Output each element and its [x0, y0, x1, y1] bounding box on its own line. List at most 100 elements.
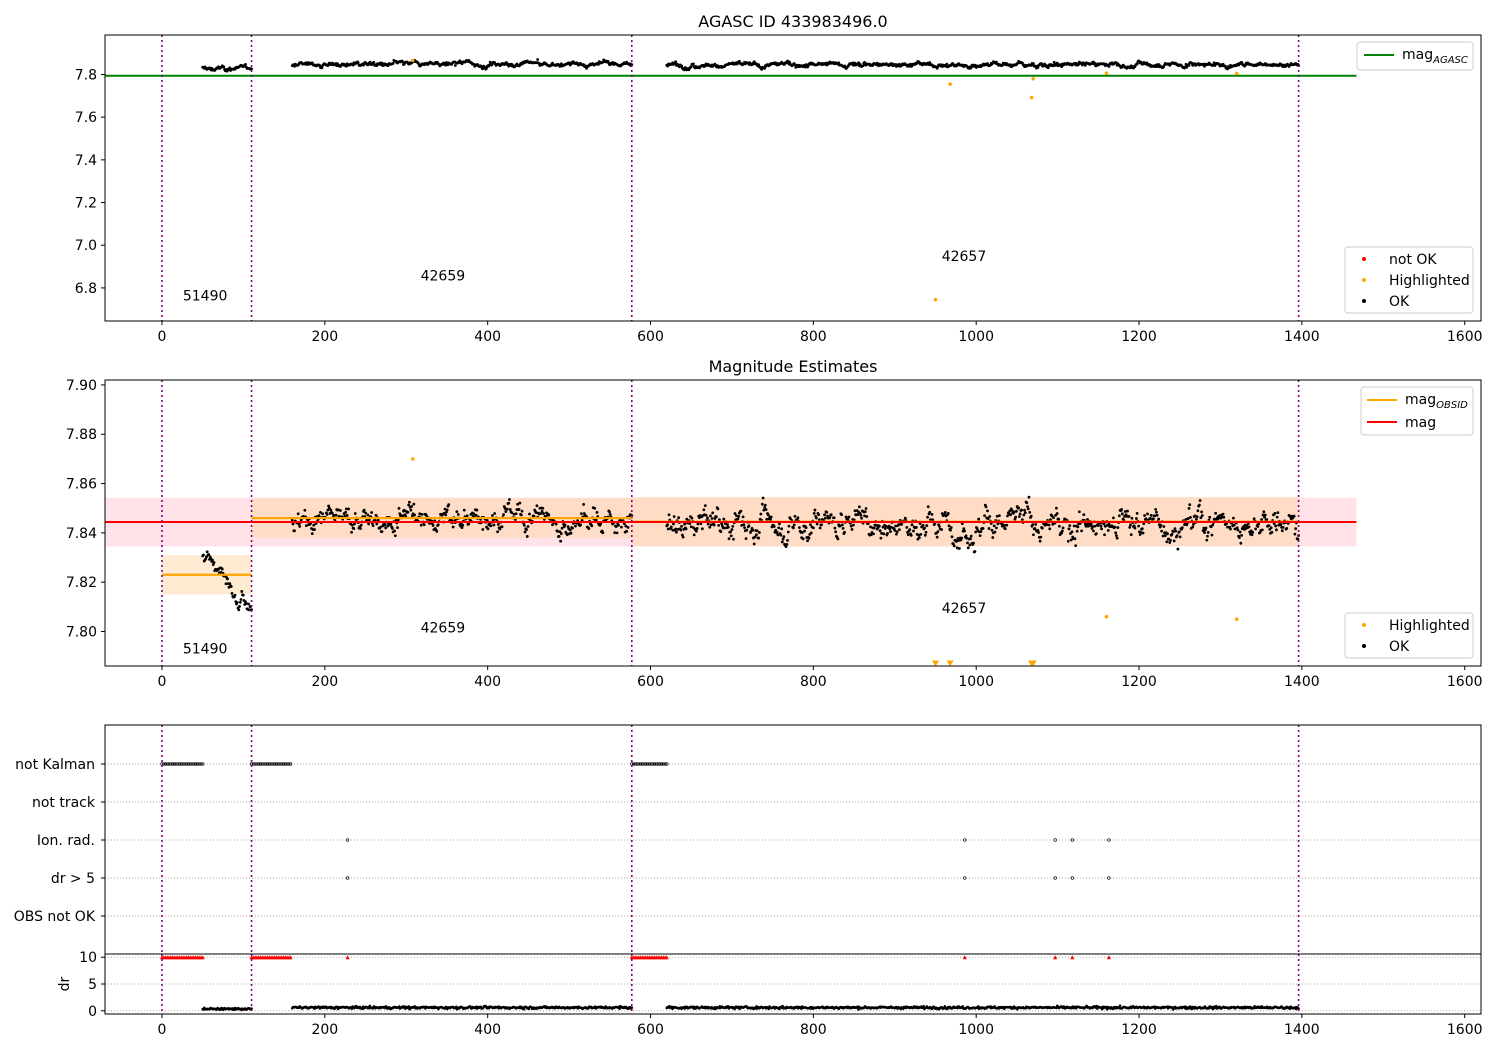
ok-point: [974, 530, 978, 534]
ok-point: [1012, 510, 1016, 514]
ok-point: [991, 536, 995, 539]
ok-point: [709, 523, 713, 527]
ok-point: [535, 504, 539, 508]
ok-point: [815, 522, 819, 526]
ok-point: [560, 526, 564, 530]
dr-clipped-marker: [1106, 955, 1111, 960]
ok-point: [796, 516, 800, 520]
ok-point: [672, 522, 675, 526]
flag-marker: [185, 762, 189, 766]
ok-point: [1252, 517, 1256, 521]
ok-point: [293, 529, 296, 533]
ok-point: [960, 536, 963, 540]
ok-point: [995, 526, 998, 530]
ok-point: [431, 524, 435, 527]
ok-point: [512, 512, 516, 516]
obsid-label: 42659: [421, 268, 466, 284]
ok-point: [528, 512, 531, 516]
ok-point: [409, 508, 413, 512]
ok-point: [764, 508, 768, 511]
ok-point: [1211, 523, 1215, 527]
ok-point: [425, 514, 428, 517]
ok-point: [823, 513, 826, 517]
ok-point: [1027, 495, 1031, 499]
ok-point: [1251, 530, 1255, 534]
ok-point: [366, 513, 370, 517]
ok-point: [779, 533, 783, 537]
obsid-label: 51490: [183, 289, 228, 305]
ok-point: [453, 64, 457, 67]
ok-point: [679, 528, 683, 532]
ok-point: [250, 67, 253, 71]
ok-point: [1294, 527, 1298, 531]
ok-point: [239, 598, 243, 601]
highlighted-point: [410, 58, 415, 63]
ok-point: [207, 553, 211, 556]
ok-point: [508, 498, 511, 501]
ok-point: [1257, 522, 1261, 526]
ok-point: [461, 523, 465, 527]
ok-point: [329, 508, 333, 512]
ok-point: [397, 506, 401, 510]
ok-point: [676, 527, 680, 531]
ok-point: [334, 513, 338, 517]
ok-point: [486, 527, 490, 531]
ok-point: [1201, 529, 1205, 533]
ok-point: [451, 525, 455, 529]
ok-point: [737, 515, 741, 518]
magnitude-panel-frame: [104, 379, 1482, 667]
ok-point: [391, 62, 395, 65]
ok-point: [1096, 524, 1100, 527]
ok-point: [1083, 63, 1087, 67]
ok-point: [735, 514, 738, 518]
agasc-panel-frame: [104, 34, 1482, 322]
ok-point: [950, 535, 954, 539]
dr-x-tick-label: 800: [800, 1022, 827, 1038]
flag-marker: [190, 762, 194, 766]
ok-point: [915, 526, 918, 529]
ok-point: [743, 526, 746, 530]
flag-marker: [169, 762, 173, 766]
ok-point: [1036, 528, 1040, 532]
ok-point: [1103, 524, 1107, 528]
ok-point: [1005, 523, 1009, 527]
dr-x-tick-label: 400: [474, 1022, 501, 1038]
ok-point: [368, 60, 372, 64]
ok-point: [979, 530, 983, 533]
dr-x-tick-label: 600: [637, 1022, 664, 1038]
ok-point: [219, 570, 223, 574]
flag-marker: [186, 762, 191, 766]
ok-point: [1018, 512, 1022, 516]
dr-x-tick-label: 200: [311, 1022, 338, 1038]
flag-marker: [188, 762, 192, 766]
ok-point: [384, 526, 388, 530]
ok-point: [1206, 534, 1209, 538]
ok-point: [1028, 510, 1032, 514]
dr-axis-label: dr: [57, 976, 73, 991]
flag-marker: [652, 762, 657, 766]
highlighted-point: [933, 297, 938, 302]
ok-point: [717, 518, 721, 522]
flag-marker: [264, 762, 268, 766]
ok-point: [857, 505, 861, 509]
ok-point: [689, 525, 693, 529]
ok-point: [1226, 67, 1229, 71]
ok-point: [1222, 515, 1226, 519]
ok-point: [1173, 527, 1177, 531]
ok-point: [401, 60, 405, 64]
ok-point: [667, 513, 671, 517]
dr-point: [630, 1006, 634, 1009]
ok-point: [624, 524, 628, 528]
ok-point: [379, 525, 382, 529]
ok-point: [684, 527, 688, 531]
ok-point: [751, 528, 755, 532]
ok-point: [594, 518, 598, 522]
ok-point: [491, 514, 494, 517]
ok-point: [784, 545, 788, 548]
ok-point: [946, 511, 950, 515]
ok-point: [963, 529, 966, 533]
ok-point: [1132, 524, 1136, 528]
agasc-y-tick-label: 7.4: [75, 153, 97, 169]
agasc-panel-title: AGASC ID 433983496.0: [698, 12, 887, 31]
ok-point: [1263, 513, 1267, 517]
